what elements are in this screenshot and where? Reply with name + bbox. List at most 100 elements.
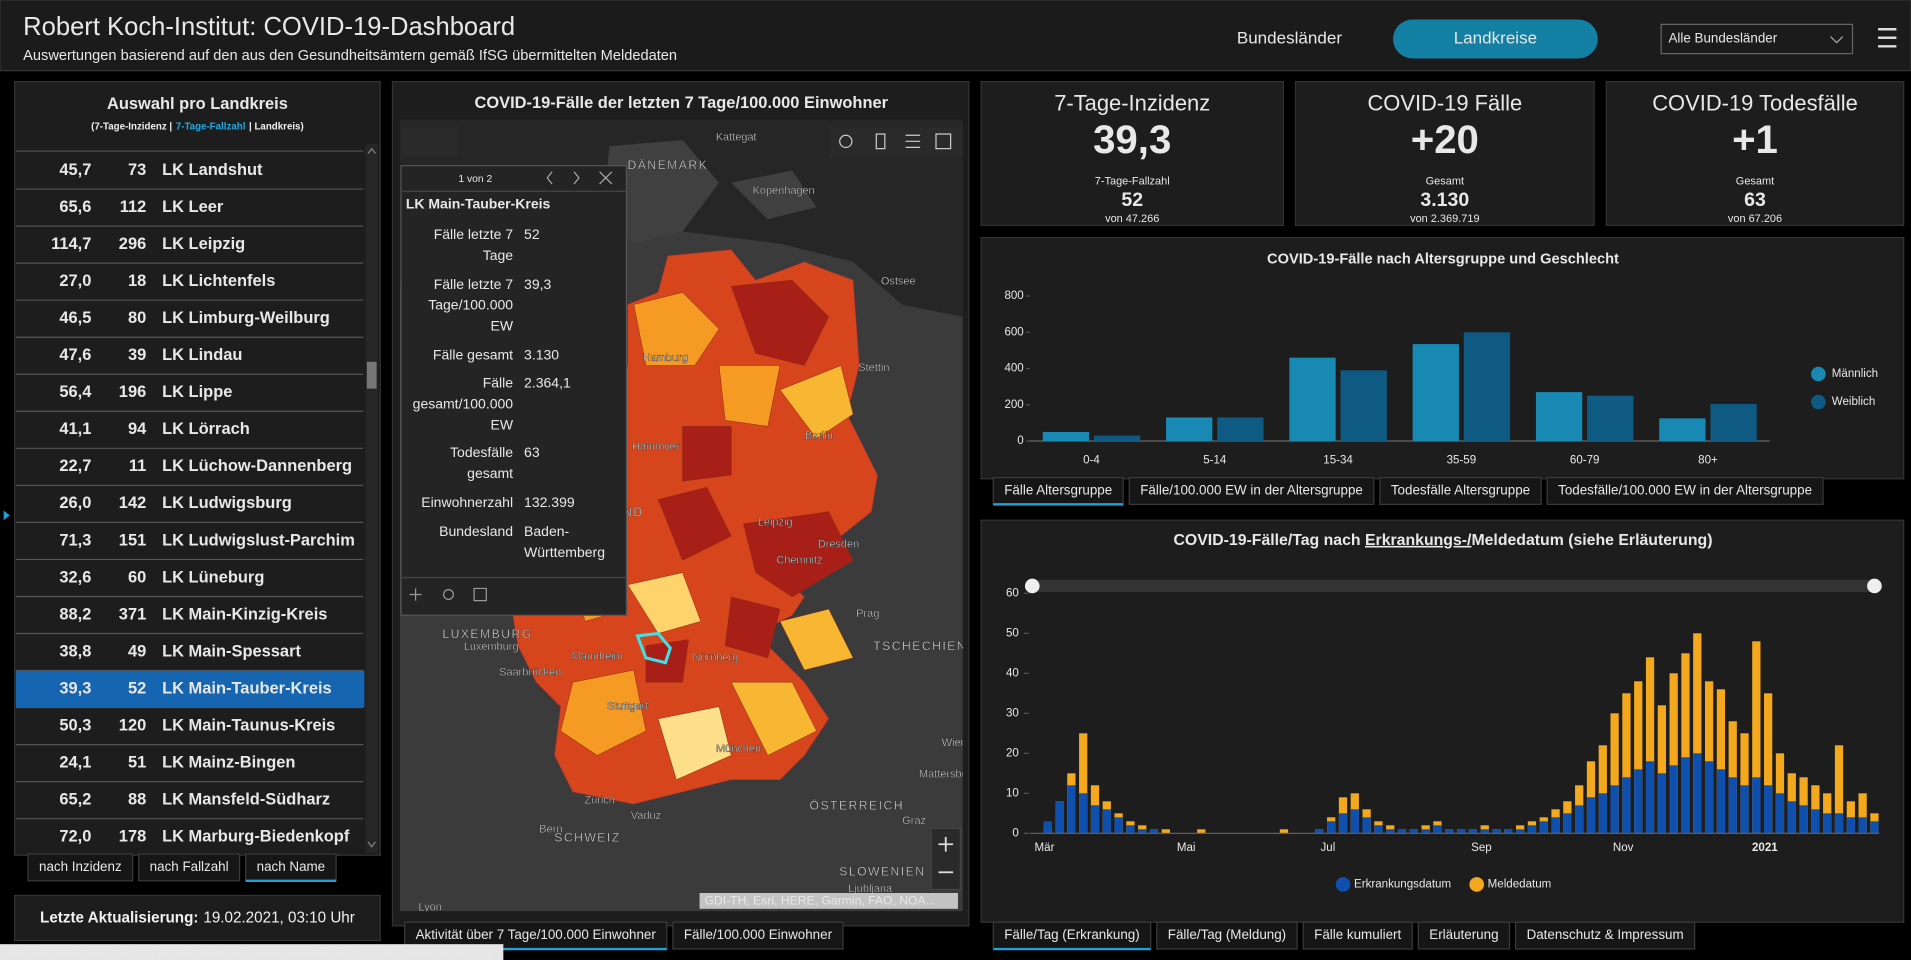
list-row[interactable]: 27,0 18 LK Lichtenfels — [15, 272, 364, 301]
slider-handle[interactable] — [1867, 578, 1882, 594]
tab-label[interactable]: Fälle Altersgruppe — [1004, 483, 1112, 498]
list-row[interactable]: 22,7 11 LK Lüchow-Dannenberg — [15, 457, 364, 486]
tab-label[interactable]: Fälle/Tag (Erkrankung) — [1004, 927, 1139, 942]
search-icon[interactable] — [839, 134, 853, 149]
popup-actions[interactable] — [409, 587, 487, 602]
tab-label[interactable]: Fälle/Tag (Meldung) — [1168, 927, 1286, 942]
list-row[interactable]: 72,0 178 LK Marburg-Biedenkopf — [16, 828, 363, 856]
tab-label[interactable]: Fälle kumuliert — [1314, 927, 1401, 942]
map-label: Luxemburg — [464, 641, 519, 653]
popup-nav[interactable] — [546, 171, 613, 185]
tab-label[interactable]: nach Fallzahl — [150, 859, 229, 874]
tab-box[interactable] — [1546, 476, 1824, 505]
popup-field-label: EW — [491, 318, 514, 334]
list-icon[interactable] — [905, 134, 921, 149]
bar[interactable] — [1042, 431, 1090, 442]
tab[interactable]: Fälle/Tag (Erkrankung) — [992, 921, 1152, 951]
list-row[interactable]: 50,3 120 LK Main-Taunus-Kreis — [15, 716, 364, 746]
tab[interactable]: Fälle Altersgruppe — [992, 476, 1124, 506]
list-row[interactable]: 41,1 94 LK Lörrach — [15, 420, 364, 449]
tab[interactable]: Todesfälle/100.000 EW in der Altersgrupp… — [1546, 476, 1824, 505]
tab-box[interactable] — [138, 853, 241, 882]
x-tick-label: 0-4 — [1083, 455, 1100, 467]
tab-box[interactable] — [992, 921, 1152, 950]
list-row[interactable]: 45,7 73 LK Landshut — [15, 161, 364, 190]
tab-label[interactable]: Todesfälle/100.000 EW in der Altersgrupp… — [1558, 483, 1812, 498]
bar[interactable] — [1463, 332, 1511, 442]
nav-link[interactable]: Landkreise — [1454, 28, 1537, 47]
list-row[interactable]: 65,2 88 LK Mansfeld-Südharz — [15, 791, 364, 820]
tab-label[interactable]: Fälle/100.000 EW in der Altersgruppe — [1140, 483, 1363, 498]
tab-box[interactable] — [1156, 921, 1298, 950]
district-region — [560, 669, 647, 756]
tab[interactable]: Aktivität über 7 Tage/100.000 Einwohner — [404, 921, 668, 951]
bar[interactable] — [1289, 357, 1336, 442]
tab-box[interactable] — [27, 853, 134, 882]
bar[interactable] — [1340, 370, 1387, 442]
tab[interactable]: nach Name — [245, 853, 337, 883]
scroll-up[interactable] — [367, 147, 376, 154]
bar[interactable] — [1535, 392, 1583, 442]
tab-box[interactable] — [1417, 921, 1511, 950]
tab-label[interactable]: Datenschutz & Impressum — [1527, 927, 1684, 942]
zoom-in[interactable] — [938, 836, 954, 852]
list-row[interactable]: 24,1 51 LK Mainz-Bingen — [15, 753, 364, 783]
bar — [1811, 785, 1820, 834]
dropdown[interactable] — [1660, 23, 1854, 55]
bar[interactable] — [1659, 418, 1706, 442]
scroll-down[interactable] — [367, 841, 376, 848]
nav-link[interactable]: Bundesländer — [1237, 28, 1343, 47]
bar[interactable] — [1166, 417, 1213, 442]
bar[interactable] — [1587, 395, 1634, 442]
tab-box[interactable] — [992, 476, 1124, 505]
list-rows: 45,7 73 LK Landshut 65,6 112 LK Leer 114,7 296 L… — [15, 161, 365, 856]
tab[interactable]: Todesfälle Altersgruppe — [1379, 476, 1542, 505]
list-row[interactable]: 26,0 142 LK Ludwigsburg — [15, 494, 364, 524]
bar[interactable] — [1093, 435, 1141, 442]
tab-label[interactable]: Todesfälle Altersgruppe — [1391, 483, 1530, 498]
tab-box[interactable] — [1128, 476, 1375, 505]
list-row[interactable]: 88,2 371 LK Main-Kinzig-Kreis — [15, 605, 364, 635]
grid-icon[interactable] — [935, 133, 952, 150]
tab-label[interactable]: Erläuterung — [1429, 927, 1498, 942]
bar — [1704, 761, 1714, 834]
bar[interactable] — [1412, 344, 1459, 442]
list-row[interactable]: 46,5 80 LK Limburg-Weilburg — [15, 309, 364, 338]
tab-label[interactable]: Fälle/100.000 Einwohner — [684, 927, 833, 942]
tab-box[interactable] — [1514, 921, 1696, 950]
popup-field-value: 2.364,1 — [524, 374, 571, 390]
bar[interactable] — [1217, 417, 1264, 442]
list-row[interactable]: 39,3 52 LK Main-Tauber-Kreis — [15, 670, 365, 709]
scrollbar-thumb[interactable] — [366, 361, 377, 389]
bar — [1161, 829, 1170, 834]
popup-field-value: 63 — [524, 444, 540, 460]
nav-pill[interactable] — [1393, 19, 1598, 59]
tab[interactable]: Fälle/Tag (Meldung) — [1156, 921, 1298, 950]
bookmark-icon[interactable] — [875, 133, 886, 150]
map-label: Leipzig — [758, 517, 793, 529]
bar[interactable] — [1710, 403, 1757, 442]
tab-box[interactable] — [1302, 921, 1413, 950]
tab[interactable]: nach Inzidenz — [27, 853, 134, 882]
tab[interactable]: Fälle/100.000 EW in der Altersgruppe — [1128, 476, 1375, 505]
list-row[interactable]: 65,6 112 LK Leer — [15, 198, 364, 227]
tab[interactable]: Datenschutz & Impressum — [1514, 921, 1696, 950]
tab-box[interactable] — [672, 921, 844, 950]
list-row[interactable]: 56,4 196 LK Lippe — [15, 383, 364, 412]
tab-label[interactable]: Aktivität über 7 Tage/100.000 Einwohner — [416, 927, 657, 942]
tab-box[interactable] — [1379, 476, 1542, 505]
list-row[interactable]: 32,6 60 LK Lüneburg — [15, 568, 364, 598]
list-row[interactable]: 47,6 39 LK Lindau — [15, 346, 364, 375]
district-name: LK Limburg-Weilburg — [162, 309, 330, 327]
tab-label[interactable]: nach Name — [257, 859, 325, 874]
tab[interactable]: Fälle kumuliert — [1302, 921, 1413, 950]
tab[interactable]: Erläuterung — [1417, 921, 1511, 950]
list-row[interactable]: 38,8 49 LK Main-Spessart — [15, 642, 364, 672]
tab[interactable]: Fälle/100.000 Einwohner — [672, 921, 844, 950]
slider-handle[interactable] — [1024, 578, 1040, 594]
list-row[interactable]: 71,3 151 LK Ludwigslust-Parchim — [15, 531, 364, 561]
menu-icon[interactable] — [1878, 28, 1897, 48]
tab-label[interactable]: nach Inzidenz — [39, 859, 122, 874]
tab[interactable]: nach Fallzahl — [138, 853, 241, 882]
list-row[interactable]: 114,7 296 LK Leipzig — [15, 235, 364, 264]
